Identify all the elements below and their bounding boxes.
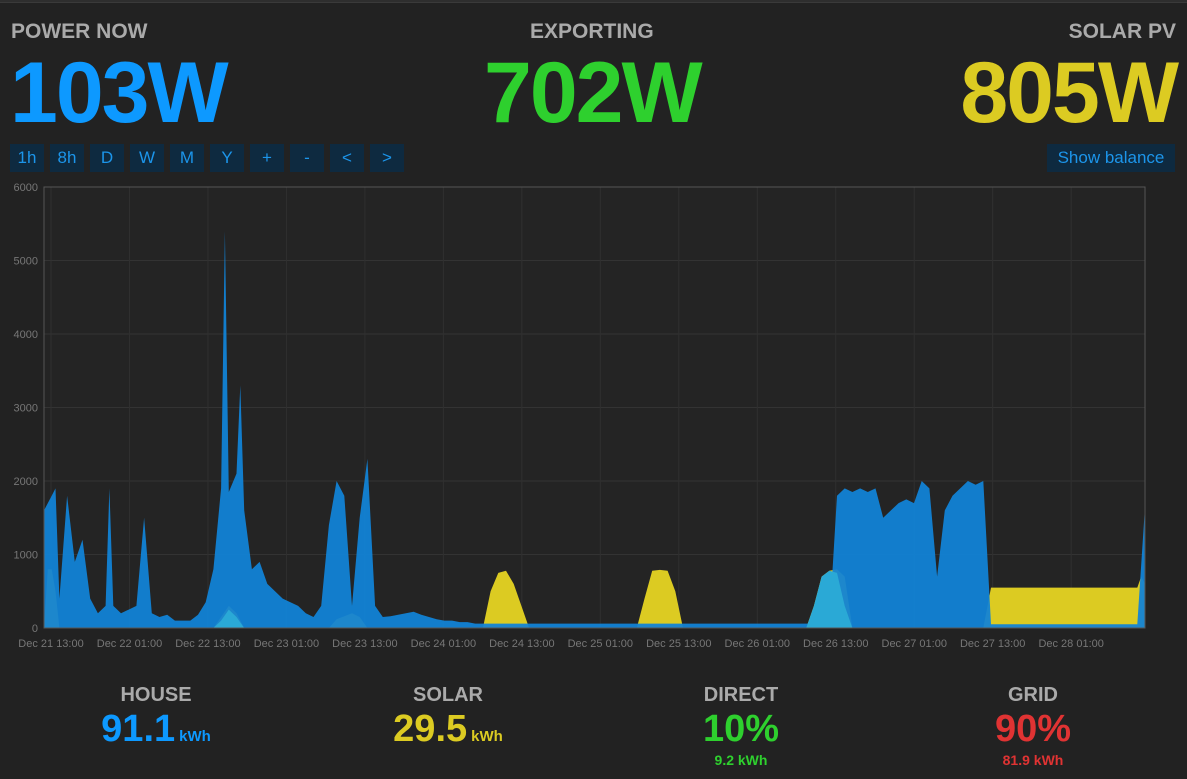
x-tick-label: Dec 22 01:00: [97, 638, 162, 650]
x-tick-label: Dec 26 13:00: [803, 638, 868, 650]
x-tick-label: Dec 26 01:00: [725, 638, 790, 650]
x-tick-label: Dec 27 01:00: [882, 638, 947, 650]
direct-value: 10%: [702, 708, 780, 750]
zoom-out-button[interactable]: -: [290, 144, 324, 172]
solar-pv-label: SOLAR PV: [1068, 20, 1176, 43]
x-tick-label: Dec 24 13:00: [489, 638, 554, 650]
y-tick-label: 1000: [14, 550, 38, 562]
power-chart[interactable]: 0 1000 2000 3000 4000 5000 6000 Dec 21 13:00 Dec…: [0, 178, 1187, 654]
y-tick-label: 6000: [14, 182, 38, 194]
x-tick-label: Dec 23 13:00: [332, 638, 397, 650]
solar-pv-value: 805W: [960, 45, 1179, 141]
house-series-area: [44, 231, 1145, 628]
range-month-button[interactable]: M: [170, 144, 204, 172]
power-now-value: 103W: [10, 45, 229, 141]
direct-kwh: 9.2 kWh: [714, 752, 768, 768]
solar-label: SOLAR: [413, 684, 483, 706]
exporting-value: 702W: [484, 45, 703, 141]
grid-value: 90%: [994, 708, 1072, 750]
y-tick-label: 0: [32, 623, 38, 635]
house-label: HOUSE: [120, 684, 192, 706]
x-tick-label: Dec 23 01:00: [254, 638, 319, 650]
solar-series-area: [44, 569, 1145, 628]
solar-total: 29.5 kWh: [328, 708, 568, 758]
x-tick-label: Dec 22 13:00: [175, 638, 240, 650]
y-tick-label: 2000: [14, 476, 38, 488]
y-tick-label: 4000: [14, 329, 38, 341]
x-tick-label: Dec 25 01:00: [568, 638, 633, 650]
y-tick-label: 5000: [14, 256, 38, 268]
plot-border: [43, 186, 1146, 629]
y-tick-label: 3000: [14, 403, 38, 415]
direct-label: DIRECT: [703, 684, 779, 706]
zoom-in-button[interactable]: +: [250, 144, 284, 172]
x-tick-label: Dec 24 01:00: [411, 638, 476, 650]
range-8h-button[interactable]: 8h: [50, 144, 84, 172]
range-week-button[interactable]: W: [130, 144, 164, 172]
x-tick-label: Dec 27 13:00: [960, 638, 1025, 650]
range-1h-button[interactable]: 1h: [10, 144, 44, 172]
grid-label: GRID: [1008, 684, 1058, 706]
pan-left-button[interactable]: <: [330, 144, 364, 172]
range-year-button[interactable]: Y: [210, 144, 244, 172]
exporting-label: EXPORTING: [530, 20, 654, 43]
show-balance-button[interactable]: Show balance: [1047, 144, 1175, 172]
house-unit: kWh: [179, 728, 211, 745]
solar-unit: kWh: [471, 728, 503, 745]
x-tick-label: Dec 28 01:00: [1038, 638, 1103, 650]
power-now-label: POWER NOW: [11, 20, 148, 43]
house-total: 91.1 kWh: [36, 708, 276, 758]
top-divider: [0, 0, 1187, 3]
pan-right-button[interactable]: >: [370, 144, 404, 172]
solar-value: 29.5: [393, 708, 468, 750]
x-tick-label: Dec 21 13:00: [18, 638, 83, 650]
grid-kwh: 81.9 kWh: [1002, 752, 1064, 768]
house-value: 91.1: [101, 708, 176, 750]
x-tick-label: Dec 25 13:00: [646, 638, 711, 650]
range-day-button[interactable]: D: [90, 144, 124, 172]
